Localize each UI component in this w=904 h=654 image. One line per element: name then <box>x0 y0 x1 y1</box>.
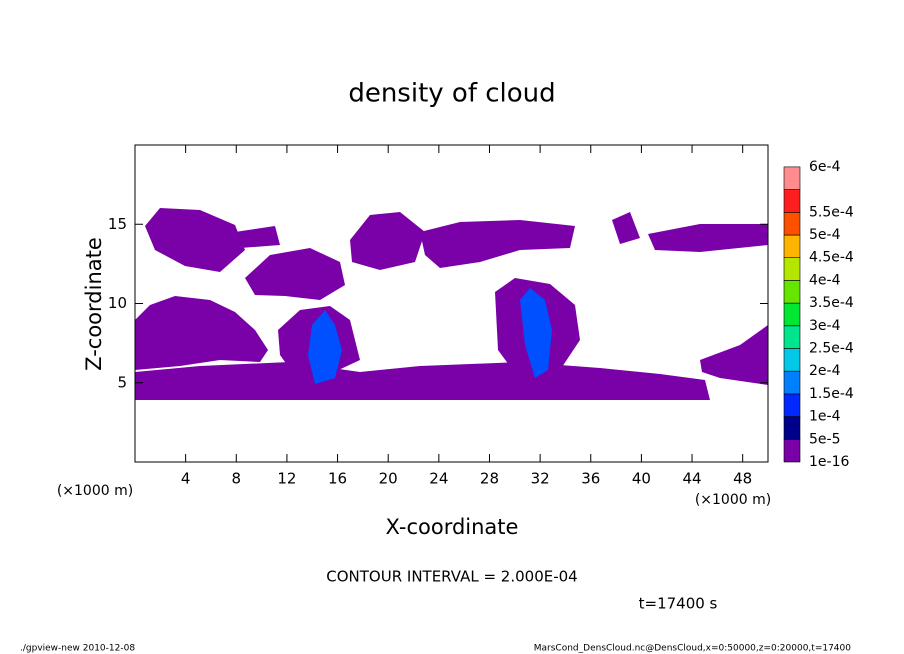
cloud-core <box>308 310 342 384</box>
time-label: t=17400 s <box>639 595 718 613</box>
footer-left: ./gpview-new 2010-12-08 <box>20 644 135 654</box>
colorbar-label: 1.5e-4 <box>809 386 854 402</box>
x-tick-label: 48 <box>733 470 752 488</box>
cloud-region <box>135 362 710 400</box>
annotation: CONTOUR INTERVAL = 2.000E-04 <box>326 568 577 586</box>
colorbar-box <box>783 280 801 304</box>
y-tick-label: 10 <box>108 294 127 312</box>
colorbar-label: 1e-4 <box>809 409 841 425</box>
cloud-region <box>245 248 345 300</box>
y-axis-label: Z-coordinate <box>82 237 106 371</box>
colorbar-box <box>783 370 801 395</box>
cloud-region <box>350 212 425 270</box>
x-tick-label: 28 <box>480 470 499 488</box>
colorbar-label: 2.5e-4 <box>809 341 854 357</box>
chart-title: density of cloud <box>348 79 555 109</box>
colorbar-label: 5.5e-4 <box>809 204 854 220</box>
x-tick-label: 32 <box>531 470 550 488</box>
colorbar-box <box>783 325 801 349</box>
colorbar-box <box>783 189 801 213</box>
colorbar-label: 1e-16 <box>809 454 849 470</box>
y-tick-label: 15 <box>108 215 127 233</box>
colorbar-box <box>783 393 801 417</box>
colorbar-box <box>783 166 801 190</box>
cloud-field <box>135 208 768 400</box>
plot-frame <box>134 144 769 463</box>
x-unit-label: (×1000 m) <box>57 483 133 499</box>
colorbar-label: 2e-4 <box>809 363 841 379</box>
colorbar-label: 3e-4 <box>809 318 841 334</box>
x-tick-label: 36 <box>581 470 600 488</box>
x-axis-label: X-coordinate <box>386 515 519 539</box>
colorbar-box <box>783 234 801 259</box>
cloud-region <box>420 220 575 268</box>
cloud-region <box>612 212 640 244</box>
colorbar-label: 5e-4 <box>809 227 841 243</box>
cloud-region <box>135 296 268 370</box>
colorbar-box <box>783 257 801 281</box>
cloud-region <box>235 226 280 248</box>
colorbar-box <box>783 348 801 372</box>
x-tick-label: 4 <box>181 470 191 488</box>
x-tick-label: 24 <box>429 470 448 488</box>
colorbar-box <box>783 416 801 440</box>
x-tick-label: 44 <box>682 470 701 488</box>
y-unit-label: (×1000 m) <box>695 492 771 508</box>
colorbar-box <box>783 212 801 236</box>
cloud-region <box>648 224 768 252</box>
cloud-core <box>520 288 552 378</box>
x-tick-label: 16 <box>328 470 347 488</box>
colorbar-label: 4e-4 <box>809 272 841 288</box>
x-tick-label: 12 <box>277 470 296 488</box>
colorbar-box <box>783 302 801 327</box>
colorbar-label: 6e-4 <box>809 159 841 175</box>
cloud-region <box>145 208 245 272</box>
cloud-region <box>700 325 768 385</box>
x-tick-label: 8 <box>232 470 242 488</box>
footer-right: MarsCond_DensCloud.nc@DensCloud,x=0:5000… <box>534 644 851 654</box>
y-tick-label: 5 <box>117 373 127 391</box>
colorbar-label: 4.5e-4 <box>809 250 854 266</box>
colorbar-box <box>783 438 801 463</box>
colorbar-label: 3.5e-4 <box>809 295 854 311</box>
x-tick-label: 40 <box>632 470 651 488</box>
x-tick-label: 20 <box>379 470 398 488</box>
colorbar-label: 5e-5 <box>809 431 840 447</box>
